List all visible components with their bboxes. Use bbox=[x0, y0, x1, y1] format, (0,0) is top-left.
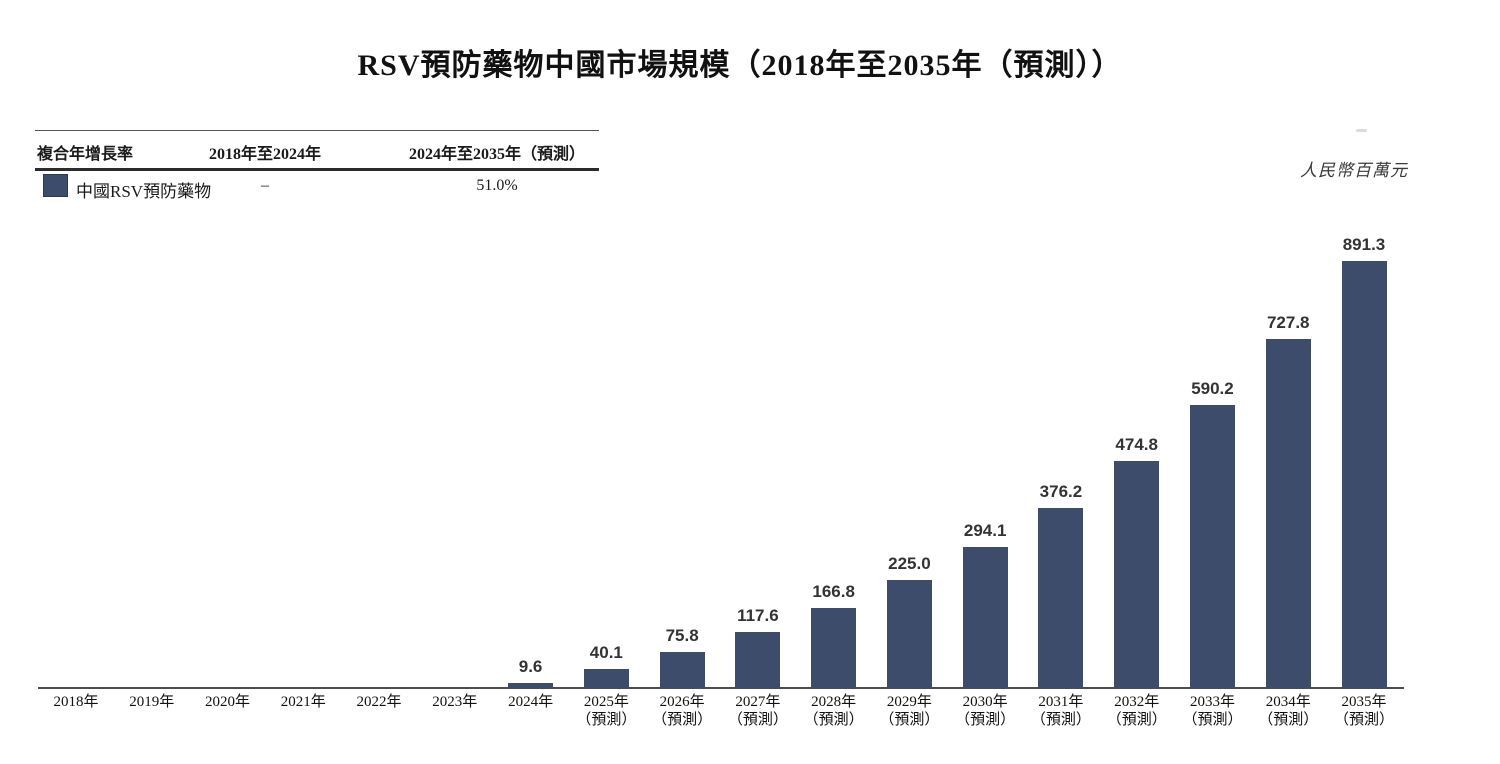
x-tick-label: 2024年 bbox=[471, 693, 591, 711]
x-tick-year: 2022年 bbox=[356, 694, 402, 710]
bar bbox=[886, 580, 932, 688]
cagr-legend-table: 複合年增長率 2018年至2024年 2024年至2035年（預測） 中國RSV… bbox=[35, 130, 599, 202]
x-tick-year: 2030年 bbox=[962, 694, 1008, 710]
cagr-value-period1: – bbox=[261, 177, 269, 194]
bar-value-label: 474.8 bbox=[1115, 435, 1158, 454]
bar-value-label: 590.2 bbox=[1191, 379, 1234, 398]
x-tick-year: 2023年 bbox=[432, 694, 478, 710]
x-tick-label: 2022年 bbox=[319, 693, 439, 711]
bar-value-label: 294.1 bbox=[963, 521, 1007, 540]
x-tick-forecast-suffix: （預測） bbox=[1333, 712, 1394, 728]
x-tick-label: 2031年 （預測） bbox=[1001, 693, 1121, 729]
x-tick-year: 2035年 bbox=[1341, 694, 1387, 710]
bar bbox=[1038, 508, 1084, 688]
bar-value-label: 75.8 bbox=[665, 626, 699, 645]
bar bbox=[1341, 261, 1387, 688]
bar-value-label: 166.8 bbox=[812, 582, 855, 601]
x-tick-year: 2028年 bbox=[811, 694, 857, 710]
table-rule bbox=[35, 168, 599, 171]
x-tick-label: 2020年 bbox=[168, 693, 288, 711]
x-tick-label: 2023年 bbox=[395, 693, 515, 711]
x-tick-year: 2019年 bbox=[129, 694, 175, 710]
y-axis-unit-label: 人民幣百萬元 bbox=[1300, 161, 1408, 180]
x-tick-year: 2026年 bbox=[659, 694, 705, 710]
x-tick-forecast-suffix: （預測） bbox=[727, 712, 788, 728]
bar bbox=[735, 632, 781, 688]
x-tick-label: 2033年 （預測） bbox=[1152, 693, 1272, 729]
x-tick-label: 2026年 （預測） bbox=[622, 693, 742, 729]
bar-value-label: 117.6 bbox=[737, 606, 779, 625]
x-tick-label: 2021年 bbox=[243, 693, 363, 711]
x-tick-label: 2035年 （預測） bbox=[1304, 693, 1424, 729]
x-tick-label: 2028年 （預測） bbox=[774, 693, 894, 729]
x-tick-year: 2021年 bbox=[280, 694, 326, 710]
bar-value-label: 727.8 bbox=[1266, 313, 1310, 332]
bar-value-label: 891.3 bbox=[1342, 235, 1386, 254]
x-tick-year: 2031年 bbox=[1038, 694, 1084, 710]
x-tick-year: 2024年 bbox=[508, 694, 554, 710]
x-tick-forecast-suffix: （預測） bbox=[1258, 712, 1319, 728]
cagr-header-period2: 2024年至2035年（預測） bbox=[408, 146, 585, 163]
x-tick-forecast-suffix: （預測） bbox=[652, 712, 713, 728]
x-tick-year: 2033年 bbox=[1189, 694, 1235, 710]
bar-value-label: 376.2 bbox=[1039, 482, 1083, 501]
bar bbox=[1265, 339, 1311, 688]
cagr-header-metric: 複合年增長率 bbox=[37, 146, 134, 163]
legend-swatch bbox=[43, 174, 68, 197]
scan-artifact-mark bbox=[1356, 129, 1367, 132]
x-tick-year: 2032年 bbox=[1114, 694, 1160, 710]
x-tick-label: 2019年 bbox=[92, 693, 212, 711]
x-tick-forecast-suffix: （預測） bbox=[1030, 712, 1091, 728]
x-tick-label: 2030年 （預測） bbox=[925, 693, 1045, 729]
x-tick-label: 2029年 （預測） bbox=[849, 693, 969, 729]
x-tick-year: 2034年 bbox=[1265, 694, 1311, 710]
bar bbox=[659, 652, 705, 688]
x-tick-forecast-suffix: （預測） bbox=[803, 712, 864, 728]
x-tick-year: 2029年 bbox=[886, 694, 932, 710]
x-tick-year: 2018年 bbox=[53, 694, 99, 710]
x-tick-forecast-suffix: （預測） bbox=[1182, 712, 1243, 728]
bar-value-label: 225.0 bbox=[888, 554, 931, 573]
x-tick-forecast-suffix: （預測） bbox=[955, 712, 1016, 728]
bar bbox=[1189, 405, 1235, 688]
bar bbox=[583, 669, 629, 688]
x-tick-year: 2020年 bbox=[205, 694, 251, 710]
x-tick-label: 2034年 （預測） bbox=[1228, 693, 1348, 729]
x-tick-label: 2027年 （預測） bbox=[698, 693, 818, 729]
bar bbox=[1114, 461, 1160, 688]
x-axis-line bbox=[38, 687, 1404, 689]
x-tick-year: 2025年 bbox=[583, 694, 629, 710]
x-tick-label: 2018年 bbox=[16, 693, 136, 711]
cagr-header-period1: 2018年至2024年 bbox=[208, 146, 321, 163]
x-tick-forecast-suffix: （預測） bbox=[879, 712, 940, 728]
bar-value-label: 40.1 bbox=[589, 643, 623, 662]
bar bbox=[962, 547, 1008, 688]
cagr-value-period2: 51.0% bbox=[476, 177, 518, 194]
bar bbox=[508, 683, 554, 688]
x-tick-label: 2025年 （預測） bbox=[546, 693, 666, 729]
x-tick-label: 2032年 （預測） bbox=[1077, 693, 1197, 729]
legend-series-label: 中國RSV預防藥物 bbox=[76, 182, 212, 201]
chart-title: RSV預防藥物中國市場規模（2018年至2035年（預測）） bbox=[357, 49, 1123, 82]
bar-value-label: 9.6 bbox=[518, 657, 543, 676]
bar bbox=[811, 608, 857, 688]
x-tick-forecast-suffix: （預測） bbox=[576, 712, 637, 728]
x-tick-year: 2027年 bbox=[735, 694, 781, 710]
x-tick-forecast-suffix: （預測） bbox=[1106, 712, 1167, 728]
